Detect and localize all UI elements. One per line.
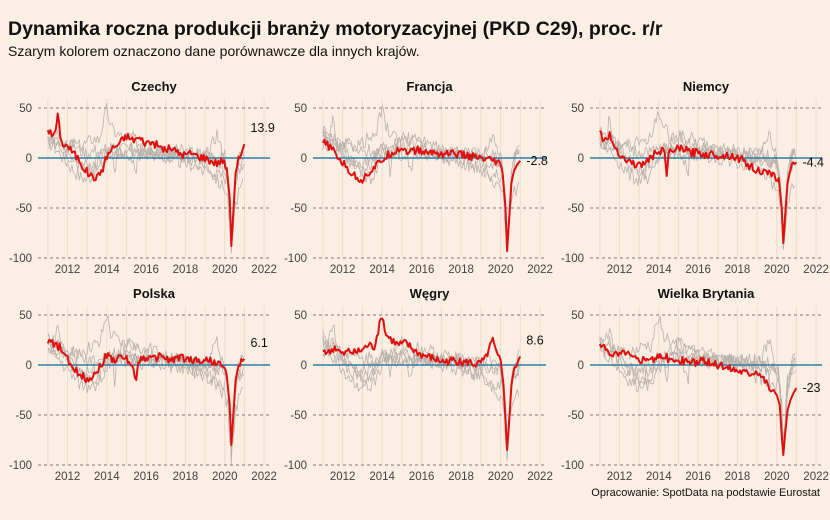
y-tick-label: 0: [578, 153, 584, 165]
highlight-series-line: [322, 317, 522, 451]
panel-title: Węgry: [410, 286, 451, 301]
highlight-series-line: [46, 338, 246, 446]
end-value-label: 13.9: [250, 121, 274, 135]
x-tick-label: 2016: [409, 264, 435, 276]
end-value-label: -2.8: [526, 154, 548, 168]
x-tick-label: 2018: [448, 264, 474, 276]
y-tick-label: -50: [290, 410, 307, 422]
x-tick-label: 2018: [725, 471, 751, 483]
x-tick-label: 2022: [251, 264, 277, 276]
x-tick-label: 2022: [251, 471, 277, 483]
x-tick-label: 2012: [55, 264, 81, 276]
y-tick-label: 50: [571, 310, 584, 322]
panel-węgry: Węgry 50 0 -50 -100 2012 2014 2016 2018 2020 2022 8…: [284, 286, 553, 483]
y-tick-label: -100: [9, 460, 32, 472]
x-tick-label: 2018: [173, 264, 199, 276]
end-value-label: 6.1: [250, 336, 267, 350]
x-tick-label: 2020: [764, 471, 790, 483]
end-value-label: -4.4: [802, 155, 824, 169]
x-tick-label: 2012: [607, 471, 633, 483]
y-tick-label: 0: [301, 360, 307, 372]
panel-title: Wielka Brytania: [658, 286, 755, 301]
y-tick-label: 50: [571, 103, 584, 115]
panel-title: Niemcy: [683, 79, 730, 94]
comparison-line: [599, 344, 796, 456]
y-tick-label: -100: [561, 253, 584, 265]
highlight-series-line: [321, 138, 522, 252]
x-tick-label: 2018: [448, 471, 474, 483]
panel-title: Czechy: [131, 79, 177, 94]
y-tick-label: -50: [567, 203, 584, 215]
y-tick-label: -50: [290, 203, 307, 215]
comparison-line: [47, 333, 244, 448]
x-tick-label: 2022: [527, 264, 553, 276]
end-value-label: -23: [802, 381, 820, 395]
end-value-label: 8.6: [526, 333, 543, 347]
y-tick-label: 50: [294, 310, 307, 322]
y-tick-label: 0: [301, 153, 307, 165]
x-tick-label: 2014: [369, 264, 395, 276]
x-tick-label: 2018: [725, 264, 751, 276]
x-tick-label: 2022: [803, 264, 829, 276]
panel-francja: Francja 50 0 -50 -100 2012 2014 2016 2018 2020 202…: [284, 79, 553, 276]
y-tick-label: 0: [578, 360, 584, 372]
x-tick-label: 2020: [488, 264, 514, 276]
y-tick-label: -100: [561, 460, 584, 472]
y-tick-label: 50: [294, 103, 307, 115]
x-tick-label: 2014: [646, 264, 672, 276]
x-tick-label: 2022: [527, 471, 553, 483]
chart-subtitle: Szarym kolorem oznaczono dane porównawcz…: [8, 43, 420, 59]
x-tick-label: 2018: [173, 471, 199, 483]
x-tick-label: 2016: [409, 471, 435, 483]
comparison-line: [47, 135, 244, 237]
x-tick-label: 2012: [607, 264, 633, 276]
y-tick-label: 0: [26, 360, 32, 372]
x-tick-label: 2020: [764, 264, 790, 276]
y-tick-label: -100: [284, 460, 307, 472]
y-tick-label: -100: [284, 253, 307, 265]
comparison-line: [47, 314, 244, 450]
x-tick-label: 2016: [133, 471, 159, 483]
x-tick-label: 2012: [330, 471, 356, 483]
comparison-line: [322, 344, 520, 461]
x-tick-label: 2014: [94, 471, 120, 483]
y-tick-label: 0: [26, 153, 32, 165]
y-tick-label: -50: [15, 410, 32, 422]
panel-polska: Polska 50 0 -50 -100 2012 2014 2016 2018 2020 2022…: [9, 286, 277, 483]
chart-title: Dynamika roczna produkcji branży motoryz…: [8, 18, 663, 40]
panel-title: Polska: [133, 286, 176, 301]
x-tick-label: 2020: [212, 264, 238, 276]
x-tick-label: 2012: [330, 264, 356, 276]
x-tick-label: 2022: [803, 471, 829, 483]
panel-title: Francja: [406, 79, 453, 94]
x-tick-label: 2014: [646, 471, 672, 483]
x-tick-label: 2020: [212, 471, 238, 483]
x-tick-label: 2020: [488, 471, 514, 483]
y-tick-label: -50: [567, 410, 584, 422]
highlight-series-line: [46, 112, 246, 247]
panel-niemcy: Niemcy 50 0 -50 -100 2012 2014 2016 2018 2020 2022…: [561, 79, 829, 276]
x-tick-label: 2016: [685, 264, 711, 276]
highlight-series-line: [598, 343, 798, 456]
comparison-line: [47, 344, 244, 465]
y-tick-label: 50: [19, 310, 32, 322]
comparison-line: [599, 137, 796, 249]
x-tick-label: 2016: [685, 471, 711, 483]
panel-czechy: Czechy 50 0 -50 -100 2012 2014 2016 2018 2020 2022…: [9, 79, 277, 276]
y-tick-label: 50: [19, 103, 32, 115]
comparison-line: [322, 105, 520, 247]
x-tick-label: 2012: [55, 471, 81, 483]
x-tick-label: 2014: [369, 471, 395, 483]
x-tick-label: 2016: [133, 264, 159, 276]
x-tick-label: 2014: [94, 264, 120, 276]
y-tick-label: -50: [15, 203, 32, 215]
comparison-line: [47, 343, 244, 454]
y-tick-label: -100: [9, 253, 32, 265]
comparison-line: [322, 338, 520, 451]
panel-wielka-brytania: Wielka Brytania 50 0 -50 -100 2012 2014 2016 201…: [561, 286, 829, 483]
source-note: Opracowanie: SpotData na podstawie Euros…: [591, 487, 820, 499]
highlight-series-line: [598, 130, 798, 244]
